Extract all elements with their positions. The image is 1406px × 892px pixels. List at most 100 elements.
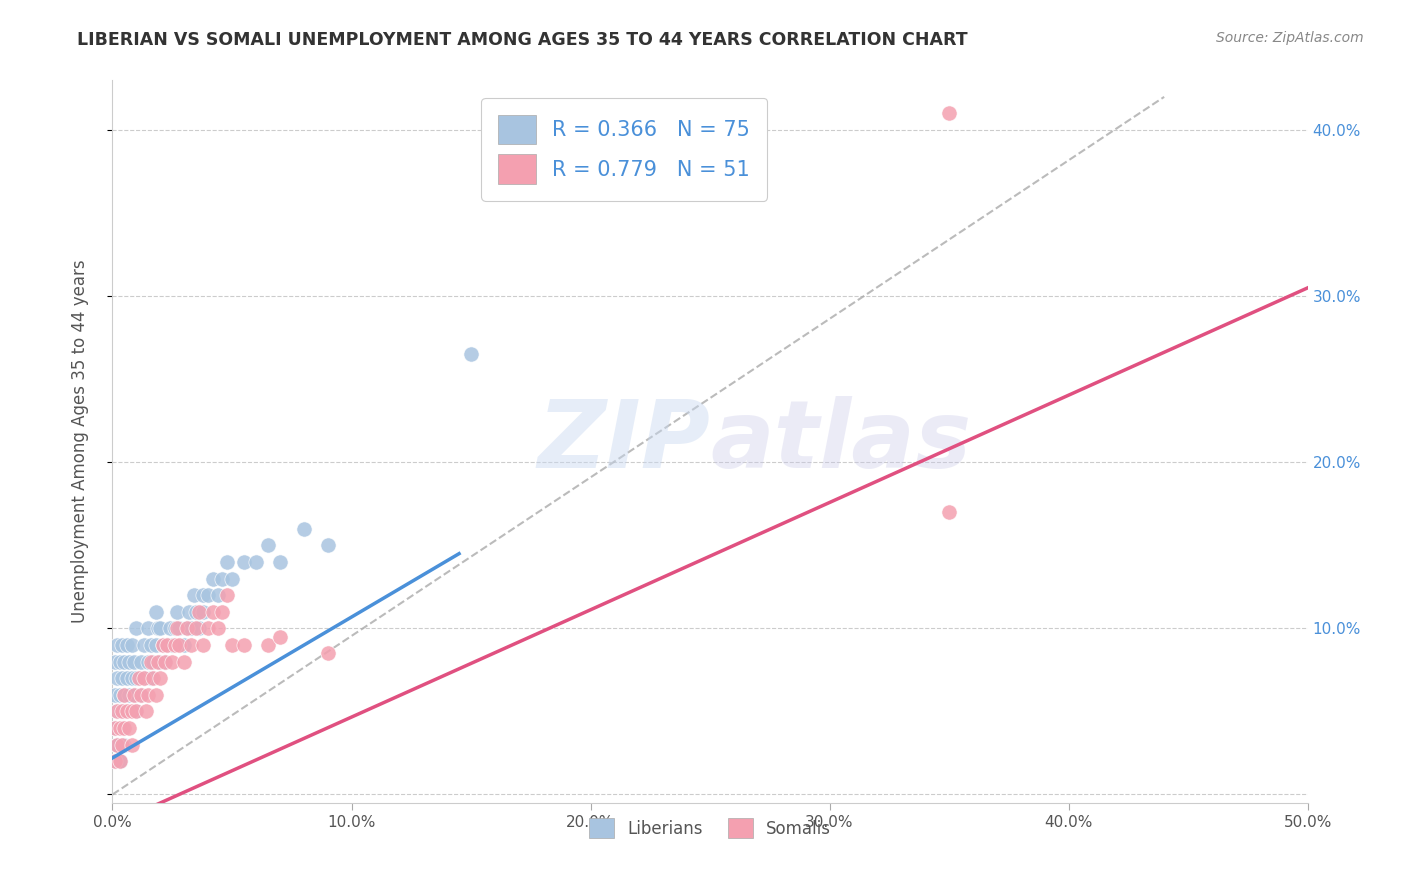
Point <box>115 638 138 652</box>
Point <box>186 621 208 635</box>
Y-axis label: Unemployment Among Ages 35 to 44 years: Unemployment Among Ages 35 to 44 years <box>70 260 89 624</box>
Legend: Liberians, Somalis: Liberians, Somalis <box>582 812 838 845</box>
Point <box>201 572 224 586</box>
Point <box>122 655 145 669</box>
Point <box>115 671 138 685</box>
Point <box>105 738 128 752</box>
Point <box>132 638 155 652</box>
Point <box>105 671 128 685</box>
Point <box>145 638 167 652</box>
Point <box>122 688 145 702</box>
Point <box>316 538 339 552</box>
Point <box>193 638 215 652</box>
Point <box>111 705 134 719</box>
Point <box>460 347 482 361</box>
Point <box>257 638 280 652</box>
Point <box>938 505 960 519</box>
Point <box>132 671 155 685</box>
Point <box>156 638 179 652</box>
Point <box>104 688 127 702</box>
Point <box>166 621 188 635</box>
Point <box>132 671 155 685</box>
Point <box>156 638 179 652</box>
Point <box>316 646 339 660</box>
Point <box>115 705 138 719</box>
Point <box>129 688 152 702</box>
Point <box>269 630 291 644</box>
Point <box>121 638 143 652</box>
Point <box>201 605 224 619</box>
Point <box>169 621 191 635</box>
Point <box>197 621 219 635</box>
Point <box>114 655 135 669</box>
Point <box>114 688 135 702</box>
Point <box>111 721 134 735</box>
Point <box>104 721 127 735</box>
Point <box>105 638 128 652</box>
Point <box>129 655 152 669</box>
Point <box>146 655 169 669</box>
Point <box>125 705 148 719</box>
Point <box>125 671 148 685</box>
Point <box>176 621 198 635</box>
Point <box>221 638 243 652</box>
Point <box>193 588 215 602</box>
Point <box>180 621 202 635</box>
Text: atlas: atlas <box>710 395 972 488</box>
Point <box>118 655 141 669</box>
Point <box>221 572 243 586</box>
Point <box>180 638 202 652</box>
Point <box>152 638 174 652</box>
Point <box>163 638 186 652</box>
Point <box>105 705 128 719</box>
Point <box>108 754 131 768</box>
Point <box>145 605 167 619</box>
Point <box>104 754 127 768</box>
Point <box>104 721 127 735</box>
Point <box>176 621 198 635</box>
Point <box>145 688 167 702</box>
Point <box>114 721 135 735</box>
Point <box>125 621 148 635</box>
Point <box>108 688 131 702</box>
Point <box>166 605 188 619</box>
Text: ZIP: ZIP <box>537 395 710 488</box>
Point <box>104 655 127 669</box>
Point <box>105 738 128 752</box>
Point <box>146 621 169 635</box>
Point <box>118 721 141 735</box>
Point <box>114 705 135 719</box>
Point <box>121 705 143 719</box>
Point <box>211 572 233 586</box>
Point <box>153 655 176 669</box>
Point <box>162 655 183 669</box>
Point <box>142 655 165 669</box>
Point <box>121 738 143 752</box>
Point <box>159 621 181 635</box>
Point <box>211 605 233 619</box>
Point <box>105 705 128 719</box>
Point <box>108 705 131 719</box>
Point <box>149 671 172 685</box>
Point <box>122 688 145 702</box>
Point <box>217 588 239 602</box>
Point <box>129 688 152 702</box>
Text: LIBERIAN VS SOMALI UNEMPLOYMENT AMONG AGES 35 TO 44 YEARS CORRELATION CHART: LIBERIAN VS SOMALI UNEMPLOYMENT AMONG AG… <box>77 31 967 49</box>
Point <box>121 671 143 685</box>
Point <box>139 655 162 669</box>
Point <box>135 705 157 719</box>
Point <box>186 605 208 619</box>
Point <box>149 655 172 669</box>
Point <box>257 538 280 552</box>
Point <box>104 754 127 768</box>
Point <box>197 588 219 602</box>
Point <box>162 638 183 652</box>
Point <box>207 621 229 635</box>
Point <box>245 555 267 569</box>
Point <box>138 621 160 635</box>
Point <box>108 721 131 735</box>
Point <box>138 688 160 702</box>
Point <box>149 621 172 635</box>
Point <box>163 621 186 635</box>
Point <box>233 555 256 569</box>
